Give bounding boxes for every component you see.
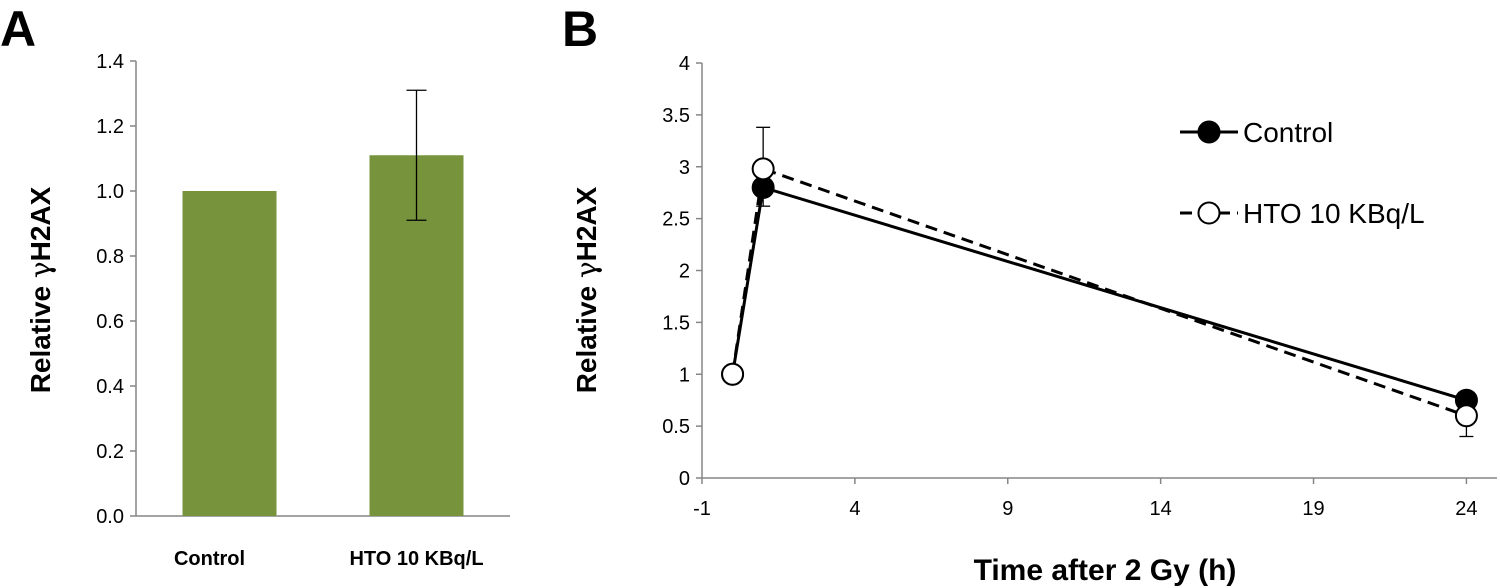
legend-label: HTO 10 KBq/L bbox=[1243, 198, 1425, 229]
panel-b-y-tick-label: 0 bbox=[679, 468, 690, 490]
panel-b-y-tick-label: 1 bbox=[679, 364, 690, 386]
panel-b-x-tick-label: 14 bbox=[1150, 498, 1172, 520]
legend-label: Control bbox=[1243, 117, 1333, 148]
panel-b-y-tick-label: 3.5 bbox=[662, 105, 690, 127]
panel-a-y-tick-label: 0.8 bbox=[96, 246, 124, 268]
panel-a-y-tick-label: 0.2 bbox=[96, 441, 124, 463]
category-label: HTO 10 KBq/L bbox=[349, 548, 483, 570]
category-label: Control bbox=[174, 548, 245, 570]
panel-a-y-tick-label: 0.0 bbox=[96, 506, 124, 528]
panel-a-y-tick-label: 0.4 bbox=[96, 376, 124, 398]
panel-b-x-tick-label: -1 bbox=[693, 498, 711, 520]
panel-b-y-axis-label: Relative γH2AX bbox=[570, 186, 603, 393]
panel-b-x-tick-label: 4 bbox=[849, 498, 860, 520]
panel-a-y-tick-label: 1.4 bbox=[96, 51, 124, 73]
panel-b-y-tick-label: 1.5 bbox=[662, 312, 690, 334]
panel-b-x-tick-label: 9 bbox=[1002, 498, 1013, 520]
panel-a-y-tick-label: 0.6 bbox=[96, 311, 124, 333]
panel-a-letter: A bbox=[0, 1, 36, 57]
bar bbox=[182, 191, 277, 516]
panel-a-y-axis-label: Relative γH2AX bbox=[24, 186, 57, 393]
panel-b-y-tick-label: 0.5 bbox=[662, 416, 690, 438]
legend-marker bbox=[1197, 120, 1221, 144]
series-line-hto bbox=[731, 166, 1467, 418]
panel-b-y-tick-label: 2 bbox=[679, 261, 690, 283]
data-point-hto bbox=[721, 362, 745, 386]
panel-b-x-tick-label: 24 bbox=[1455, 498, 1477, 520]
panel-b-chart: 0 0.5 1 1.5 2 2.5 3 3.5 4 -1 4 9 14 19 24 Control HTO 10… bbox=[662, 53, 1497, 520]
legend-marker bbox=[1197, 201, 1221, 225]
panel-b-letter: B bbox=[562, 1, 598, 57]
panel-b-y-tick-label: 3 bbox=[679, 157, 690, 179]
panel-a-chart: 0.0 0.2 0.4 0.6 0.8 1.0 1.2 1.4 Control HTO 10 KB… bbox=[96, 51, 510, 570]
panel-a-y-tick-label: 1.2 bbox=[96, 116, 124, 138]
panel-b-x-axis-label: Time after 2 Gy (h) bbox=[974, 554, 1237, 587]
panel-b-y-tick-label: 4 bbox=[679, 53, 690, 75]
data-point-hto bbox=[1454, 404, 1478, 428]
panel-b-x-tick-label: 19 bbox=[1302, 498, 1324, 520]
panel-a-y-tick-label: 1.0 bbox=[96, 181, 124, 203]
panel-b-y-tick-label: 2.5 bbox=[662, 209, 690, 231]
data-point-hto bbox=[751, 157, 775, 181]
